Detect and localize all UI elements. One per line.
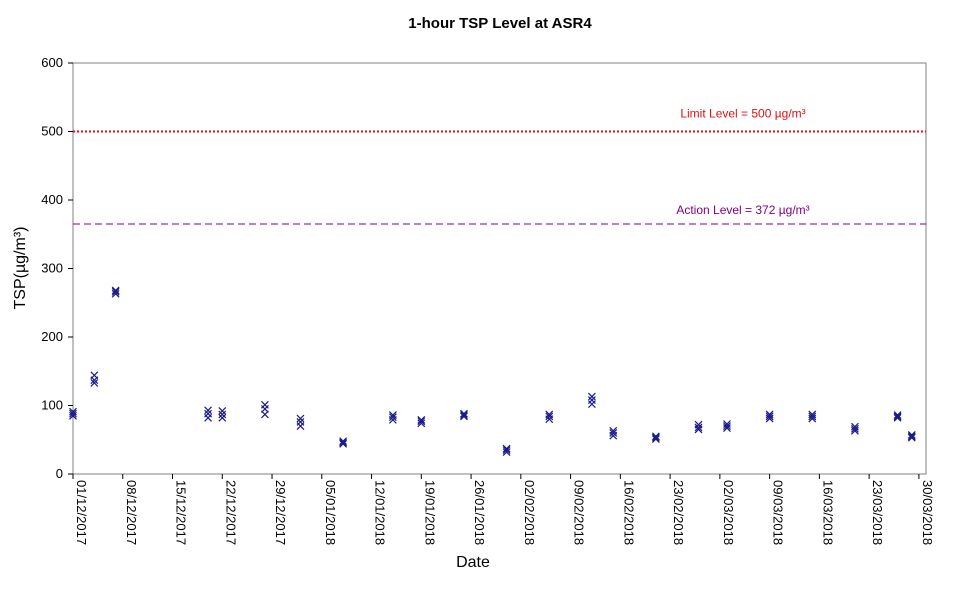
data-point — [893, 413, 902, 422]
y-tick-label: 0 — [56, 466, 63, 481]
data-point — [694, 423, 703, 432]
data-point — [111, 289, 120, 298]
x-tick-label: 08/12/2017 — [124, 480, 139, 545]
y-axis: 0 100 200 300 400 500 600 — [41, 55, 73, 481]
data-point — [111, 287, 120, 296]
x-tick-label: 23/03/2018 — [870, 480, 885, 545]
data-point — [893, 411, 902, 420]
y-tick-label: 100 — [41, 398, 63, 413]
data-point — [765, 412, 774, 421]
x-tick-label: 16/02/2018 — [621, 480, 636, 545]
data-point — [808, 412, 817, 421]
data-point — [90, 378, 99, 387]
x-tick-label: 30/03/2018 — [920, 480, 935, 545]
x-tick-label: 22/12/2017 — [223, 480, 238, 545]
y-tick-label: 600 — [41, 55, 63, 70]
data-point — [339, 439, 348, 448]
data-point — [850, 422, 859, 431]
data-point — [204, 409, 212, 418]
x-tick-label: 09/02/2018 — [572, 480, 587, 545]
data-point — [69, 409, 77, 418]
x-tick-label: 02/03/2018 — [721, 480, 736, 545]
data-point — [90, 371, 99, 380]
x-tick-label: 09/03/2018 — [771, 480, 786, 545]
data-point — [765, 410, 774, 419]
reference-line-label: Action Level = 372 µg/m³ — [676, 203, 809, 217]
data-point — [502, 444, 511, 453]
data-point — [204, 406, 212, 415]
data-point — [723, 422, 731, 430]
data-point — [651, 432, 660, 441]
data-point — [218, 410, 227, 419]
data-point — [609, 426, 618, 435]
data-point — [218, 413, 227, 422]
data-point — [417, 419, 426, 428]
x-axis-label: Date — [456, 554, 490, 571]
data-point — [460, 409, 468, 418]
data-point — [893, 412, 902, 421]
data-points — [69, 286, 916, 457]
data-point — [502, 448, 511, 457]
y-tick-label: 200 — [41, 329, 63, 344]
x-tick-label: 26/01/2018 — [472, 480, 487, 545]
data-point — [907, 431, 916, 439]
y-tick-label: 500 — [41, 124, 63, 139]
data-point — [388, 413, 397, 422]
data-point — [723, 420, 731, 428]
data-point — [261, 400, 269, 409]
data-point — [808, 410, 817, 419]
data-point — [545, 412, 554, 421]
x-tick-label: 12/01/2018 — [373, 480, 388, 545]
data-point — [907, 433, 916, 442]
data-point — [296, 418, 305, 426]
data-point — [388, 411, 397, 420]
data-point — [417, 417, 426, 426]
plot-area — [72, 62, 927, 475]
data-point — [111, 286, 120, 295]
x-tick-label: 01/12/2017 — [74, 480, 89, 545]
y-tick-label: 400 — [41, 192, 63, 207]
data-point — [460, 411, 468, 420]
data-point — [651, 435, 660, 443]
x-axis: 01/12/2017 08/12/2017 15/12/2017 22/12/2017… — [72, 474, 935, 545]
data-point — [502, 446, 511, 454]
x-tick-label: 16/03/2018 — [820, 480, 835, 545]
data-point — [587, 396, 596, 404]
reference-lines: Limit Level = 500 µg/m³ Action Level = 37… — [73, 107, 926, 225]
data-point — [218, 407, 227, 415]
x-tick-label: 05/01/2018 — [323, 480, 338, 545]
y-axis-label: TSP(µg/m³) — [12, 227, 29, 310]
x-tick-label: 19/01/2018 — [422, 480, 437, 545]
data-point — [460, 412, 468, 421]
y-tick-label: 300 — [41, 261, 63, 276]
data-point — [651, 433, 660, 442]
data-point — [907, 432, 916, 441]
data-point — [694, 420, 703, 429]
data-point — [545, 410, 554, 419]
x-tick-label: 29/12/2017 — [273, 480, 288, 545]
data-point — [417, 415, 426, 424]
chart-title: 1-hour TSP Level at ASR4 — [408, 15, 592, 32]
data-point — [339, 437, 348, 446]
x-tick-label: 23/02/2018 — [671, 480, 686, 545]
data-point — [339, 438, 348, 447]
data-point — [609, 428, 618, 437]
data-point — [69, 407, 77, 416]
x-tick-label: 15/12/2017 — [174, 480, 189, 545]
x-tick-label: 02/02/2018 — [522, 480, 537, 545]
data-point — [587, 392, 596, 401]
data-point — [850, 424, 859, 433]
data-point — [296, 414, 305, 423]
reference-line-label: Limit Level = 500 µg/m³ — [680, 107, 805, 121]
